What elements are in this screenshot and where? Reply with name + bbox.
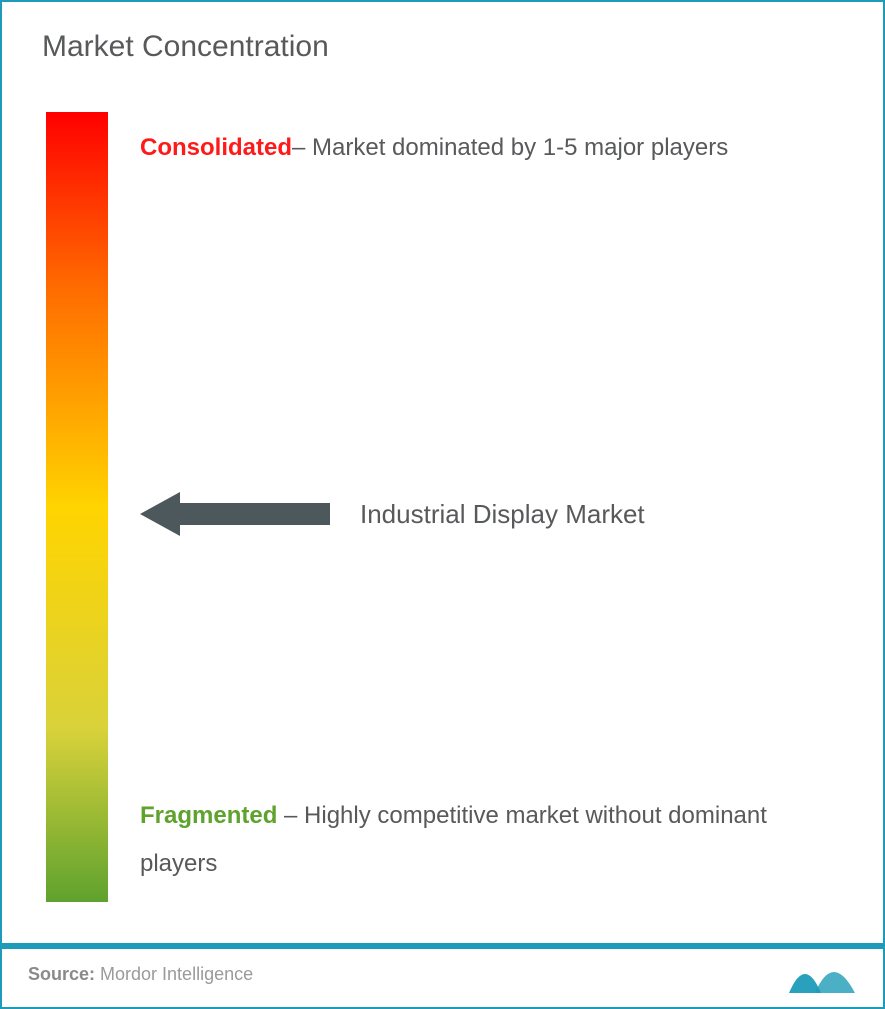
- consolidated-label: Consolidated– Market dominated by 1-5 ma…: [140, 124, 843, 172]
- consolidated-rest: – Market dominated by 1-5 major players: [292, 134, 728, 161]
- concentration-gradient-bar: [46, 112, 108, 902]
- diagram-container: Market Concentration Consolidated– Marke…: [0, 0, 885, 1009]
- source-value: Mordor Intelligence: [100, 964, 253, 984]
- market-indicator: Industrial Display Market: [140, 492, 645, 536]
- page-title: Market Concentration: [42, 30, 329, 64]
- fragmented-bold: Fragmented: [140, 802, 277, 829]
- brand-logo-icon: [785, 949, 863, 997]
- footer-divider: [2, 943, 883, 949]
- market-name-label: Industrial Display Market: [360, 499, 645, 530]
- left-arrow-icon: [140, 492, 330, 536]
- consolidated-bold: Consolidated: [140, 134, 292, 161]
- source-attribution: Source: Mordor Intelligence: [28, 964, 253, 985]
- fragmented-label: Fragmented – Highly competitive market w…: [140, 792, 843, 888]
- source-label: Source:: [28, 964, 100, 984]
